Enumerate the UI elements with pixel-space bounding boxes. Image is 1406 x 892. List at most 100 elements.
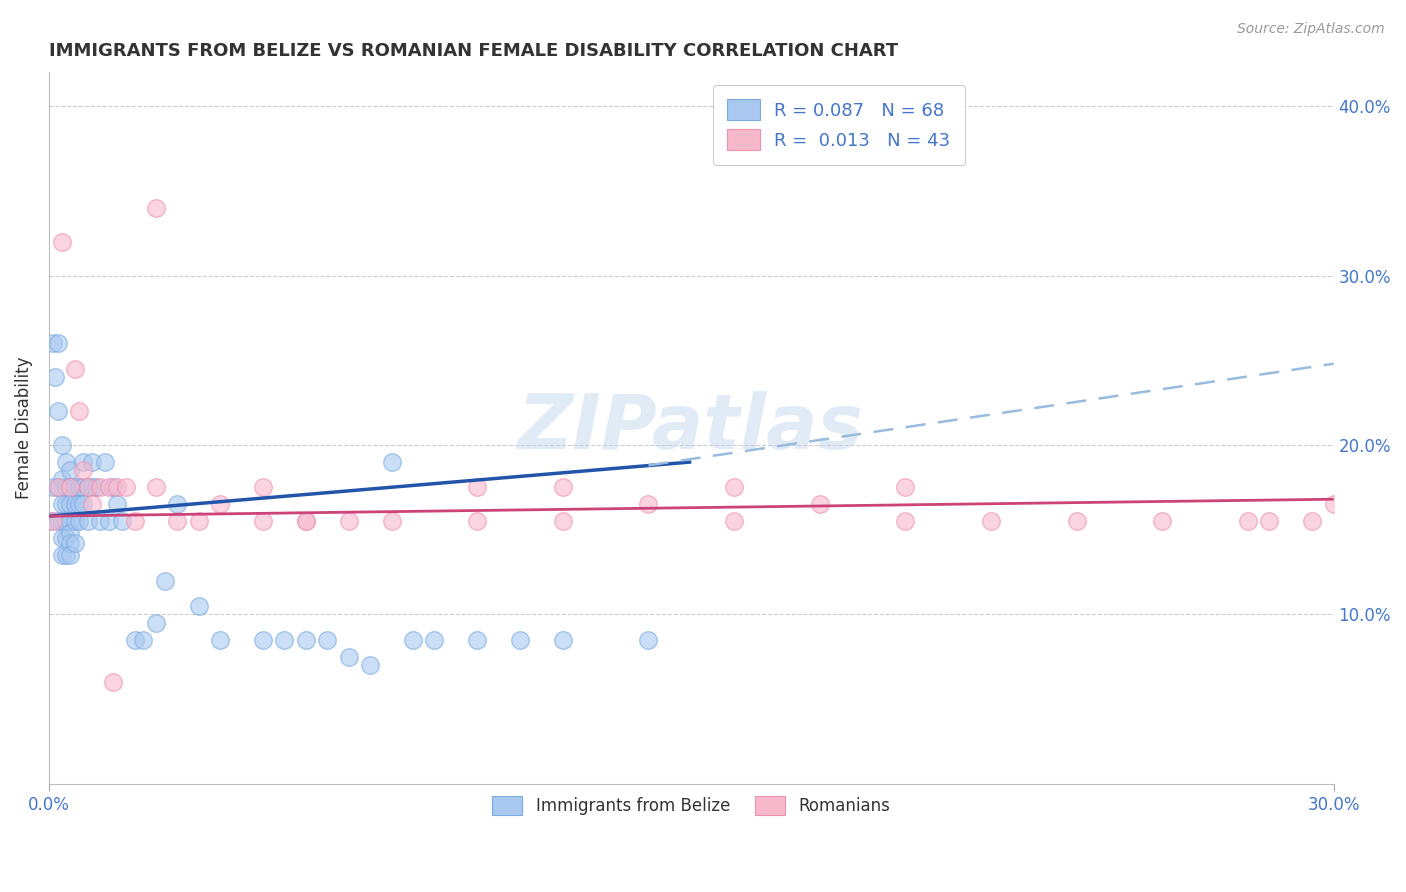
Point xyxy=(72,497,94,511)
Text: IMMIGRANTS FROM BELIZE VS ROMANIAN FEMALE DISABILITY CORRELATION CHART: IMMIGRANTS FROM BELIZE VS ROMANIAN FEMAL… xyxy=(49,42,898,60)
Point xyxy=(153,574,176,588)
Point xyxy=(103,675,125,690)
Point xyxy=(465,632,488,647)
Point xyxy=(637,497,659,511)
Point xyxy=(46,404,69,418)
Point xyxy=(107,480,129,494)
Point xyxy=(63,497,86,511)
Point xyxy=(39,514,62,528)
Point xyxy=(51,438,73,452)
Point xyxy=(187,514,209,528)
Point xyxy=(72,463,94,477)
Point xyxy=(46,336,69,351)
Point xyxy=(359,658,381,673)
Point xyxy=(145,201,167,215)
Point xyxy=(209,632,232,647)
Point xyxy=(808,497,831,511)
Point xyxy=(67,497,90,511)
Point xyxy=(1237,514,1260,528)
Point xyxy=(1258,514,1281,528)
Point xyxy=(1066,514,1088,528)
Point xyxy=(465,514,488,528)
Point xyxy=(59,497,82,511)
Point xyxy=(1152,514,1174,528)
Point xyxy=(107,497,129,511)
Point xyxy=(93,455,115,469)
Point xyxy=(1323,497,1346,511)
Point xyxy=(51,531,73,545)
Point xyxy=(145,480,167,494)
Point xyxy=(166,497,188,511)
Point xyxy=(42,336,65,351)
Point xyxy=(465,480,488,494)
Point xyxy=(44,370,66,384)
Point xyxy=(209,497,232,511)
Point xyxy=(51,514,73,528)
Point xyxy=(84,480,107,494)
Point xyxy=(166,514,188,528)
Point xyxy=(67,480,90,494)
Text: ZIPatlas: ZIPatlas xyxy=(519,391,865,465)
Point xyxy=(80,455,103,469)
Point xyxy=(89,480,111,494)
Point xyxy=(252,514,274,528)
Point xyxy=(894,514,917,528)
Text: Source: ZipAtlas.com: Source: ZipAtlas.com xyxy=(1237,22,1385,37)
Point xyxy=(67,404,90,418)
Point xyxy=(723,480,745,494)
Point xyxy=(59,526,82,541)
Point xyxy=(124,514,146,528)
Point xyxy=(380,514,402,528)
Point xyxy=(63,536,86,550)
Point xyxy=(252,632,274,647)
Point xyxy=(76,480,98,494)
Point xyxy=(337,649,360,664)
Point xyxy=(76,480,98,494)
Legend: Immigrants from Belize, Romanians: Immigrants from Belize, Romanians xyxy=(482,786,900,825)
Y-axis label: Female Disability: Female Disability xyxy=(15,357,32,500)
Point xyxy=(97,514,120,528)
Point xyxy=(55,531,77,545)
Point xyxy=(637,632,659,647)
Point xyxy=(59,536,82,550)
Point xyxy=(51,548,73,562)
Point xyxy=(63,361,86,376)
Point xyxy=(97,480,120,494)
Point xyxy=(187,599,209,613)
Point xyxy=(59,480,82,494)
Point xyxy=(295,514,318,528)
Point xyxy=(132,632,155,647)
Point xyxy=(380,455,402,469)
Point xyxy=(51,235,73,249)
Point xyxy=(273,632,295,647)
Point xyxy=(80,480,103,494)
Point xyxy=(59,480,82,494)
Point xyxy=(252,480,274,494)
Point xyxy=(46,480,69,494)
Point xyxy=(51,472,73,486)
Point xyxy=(89,514,111,528)
Point xyxy=(59,548,82,562)
Point xyxy=(59,463,82,477)
Point xyxy=(72,480,94,494)
Point xyxy=(551,480,574,494)
Point xyxy=(55,497,77,511)
Point xyxy=(80,497,103,511)
Point xyxy=(295,514,318,528)
Point xyxy=(316,632,339,647)
Point xyxy=(46,514,69,528)
Point xyxy=(76,514,98,528)
Point xyxy=(55,548,77,562)
Point xyxy=(63,514,86,528)
Point xyxy=(115,480,138,494)
Point xyxy=(67,514,90,528)
Point xyxy=(551,514,574,528)
Point xyxy=(42,480,65,494)
Point xyxy=(509,632,531,647)
Point xyxy=(423,632,446,647)
Point xyxy=(980,514,1002,528)
Point xyxy=(55,480,77,494)
Point xyxy=(295,632,318,647)
Point xyxy=(63,480,86,494)
Point xyxy=(55,514,77,528)
